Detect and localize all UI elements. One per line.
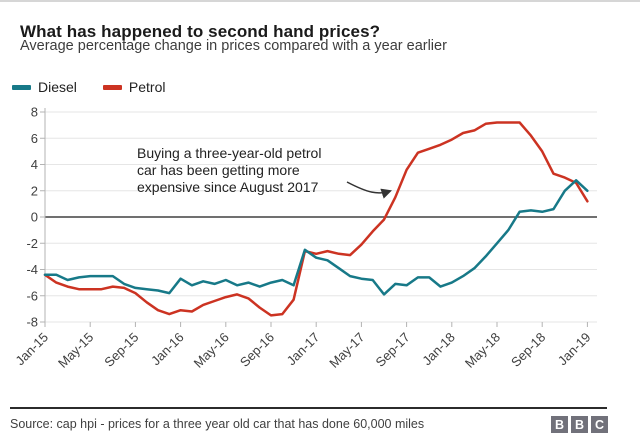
annotation-arrow: [346, 181, 392, 199]
y-axis-label: -8: [26, 315, 38, 330]
y-axis-label: 0: [31, 210, 38, 225]
x-axis-label: Sep-17: [372, 330, 412, 370]
x-axis-label: Sep-16: [237, 330, 277, 370]
annotation-line-3: expensive since August 2017: [137, 179, 319, 195]
x-axis-label: May-17: [326, 330, 367, 371]
bbc-logo-letter: B: [551, 416, 568, 433]
petrol-color-swatch: [102, 84, 122, 90]
y-axis-label: 8: [31, 105, 38, 120]
y-axis-label: -2: [26, 236, 38, 251]
x-axis-label: Jan-17: [284, 330, 323, 369]
x-axis-label: May-18: [462, 330, 503, 371]
annotation-line-2: car has been getting more: [137, 162, 300, 178]
y-axis-label: 6: [31, 131, 38, 146]
bbc-logo-letter: C: [591, 416, 608, 433]
petrol-line: [43, 121, 589, 317]
y-axis-label: -6: [26, 288, 38, 303]
diesel-line: [43, 179, 589, 296]
x-axis-label: May-15: [55, 330, 96, 371]
page-top-divider: [0, 0, 640, 2]
x-axis-label: Jan-16: [148, 330, 187, 369]
annotation-line-1: Buying a three-year-old petrol: [137, 145, 321, 161]
footer-divider: [10, 407, 607, 409]
chart-subtitle: Average percentage change in prices comp…: [20, 38, 447, 54]
y-axis-label: -4: [26, 262, 38, 277]
legend-item-petrol: Petrol: [102, 79, 166, 95]
x-axis-label: Sep-18: [508, 330, 548, 370]
legend-label-petrol: Petrol: [128, 79, 166, 95]
x-axis-label: May-16: [191, 330, 232, 371]
legend: Diesel Petrol: [12, 79, 165, 95]
x-axis-label: Jan-18: [419, 330, 458, 369]
x-axis-label: Sep-15: [101, 330, 141, 370]
annotation: Buying a three-year-old petrol car has b…: [137, 145, 392, 199]
y-axis-label: 4: [31, 157, 38, 172]
x-axis-label: Jan-15: [12, 330, 51, 369]
source-caption: Source: cap hpi - prices for a three yea…: [10, 417, 425, 431]
legend-item-diesel: Diesel: [12, 79, 77, 95]
diesel-color-swatch: [12, 84, 31, 90]
bbc-logo: B B C: [551, 416, 608, 433]
x-axis-label: Jan-19: [555, 330, 594, 369]
y-axis-label: 2: [31, 183, 38, 198]
bbc-logo-letter: B: [571, 416, 588, 433]
legend-label-diesel: Diesel: [38, 79, 77, 95]
page-title: What has happened to second hand prices?: [20, 22, 381, 42]
